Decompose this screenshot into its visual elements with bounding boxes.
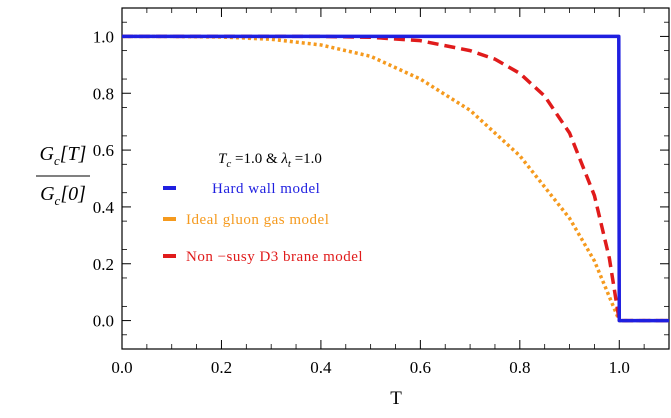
y-axis-label-denominator: Gc[0]: [40, 183, 86, 208]
x-tick-label: 0.2: [211, 358, 232, 377]
legend-label-1: Ideal gluon gas model: [186, 212, 329, 228]
y-tick-label: 0.6: [93, 141, 114, 160]
y-tick-label: 0.2: [93, 255, 114, 274]
y-axis-label: Gc[T] Gc[0]: [36, 143, 90, 208]
x-tick-label: 1.0: [609, 358, 630, 377]
series-lines: [122, 34, 669, 323]
series-line-2: [122, 34, 669, 323]
y-tick-label: 0.8: [93, 84, 114, 103]
parameter-annotation: Tc =1.0 & λt =1.0: [218, 151, 322, 170]
y-tick-label: 0.0: [93, 312, 114, 331]
legend-label-2: Non −susy D3 brane model: [186, 249, 363, 265]
y-tick-label: 0.4: [93, 198, 115, 217]
x-tick-label: 0.0: [111, 358, 132, 377]
x-tick-label: 0.4: [310, 358, 332, 377]
x-axis-label: T: [390, 388, 402, 409]
y-tick-label: 1.0: [93, 27, 114, 46]
legend-label-0: Hard wall model: [212, 181, 320, 197]
tick-labels: 0.0 0.2 0.4 0.6 0.8 1.0 0.0 0.2 0.4 0.6 0.8 1.0: [93, 27, 630, 377]
x-tick-label: 0.8: [509, 358, 530, 377]
series-line-0: [122, 34, 669, 323]
series-line-1: [122, 34, 669, 323]
legend: Hard wall model Ideal gluon gas model Non …: [163, 181, 363, 265]
x-tick-label: 0.6: [410, 358, 431, 377]
y-axis-label-numerator: Gc[T]: [40, 143, 87, 168]
